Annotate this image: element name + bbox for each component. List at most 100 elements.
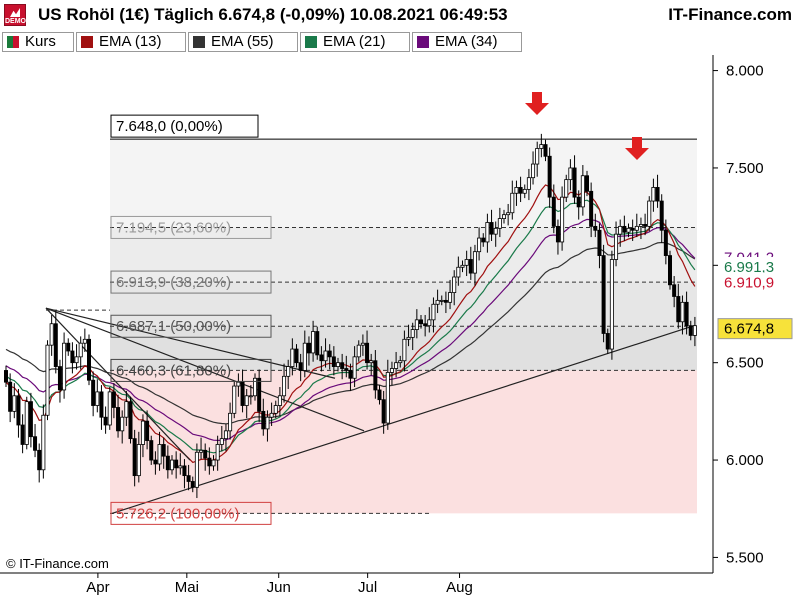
candle-body: [211, 459, 216, 467]
fib-labels: 7.648,0 (0,00%) 7.194,5 (23,60%) 6.913,9 (…: [110, 114, 272, 525]
candle-body: [12, 395, 17, 412]
candle-body: [165, 455, 170, 471]
candle-body: [207, 457, 212, 467]
y-tick-label: 6.500: [726, 355, 764, 372]
candle-body: [435, 299, 440, 305]
candle-body: [643, 224, 648, 227]
candle-body: [136, 444, 141, 477]
candle-body: [647, 200, 652, 227]
fib-zone: [110, 370, 697, 514]
candle-body: [360, 342, 365, 346]
candle-body: [99, 391, 104, 418]
candle-body: [4, 370, 9, 383]
candle-body: [514, 187, 519, 194]
candle-body: [344, 368, 349, 371]
candle-body: [668, 255, 673, 286]
candle-body: [91, 379, 96, 406]
candle-body: [340, 362, 345, 369]
candle-body: [132, 438, 137, 477]
candle-body: [593, 225, 598, 231]
candle-body: [78, 342, 83, 358]
candle-body: [614, 233, 619, 260]
price-label-box: [718, 257, 792, 278]
fib-label-box: [110, 501, 272, 525]
legend-bar: Kurs EMA (13) EMA (55) EMA (21) EMA (34): [0, 30, 714, 54]
y-tick-label: 6.000: [726, 452, 764, 469]
candle-body: [418, 319, 423, 325]
candle-body: [323, 350, 328, 362]
legend-item-ema34[interactable]: EMA (34): [412, 32, 522, 52]
candle-body: [406, 336, 411, 340]
brand-name: IT-Finance.com: [668, 5, 792, 24]
candle-body: [315, 331, 320, 356]
candle-body: [261, 410, 266, 430]
candle-body: [95, 391, 100, 406]
candle-body: [244, 395, 249, 406]
candle-body: [203, 449, 208, 459]
candle-body: [398, 360, 403, 364]
candle-body: [248, 395, 253, 398]
candle-body: [228, 412, 233, 432]
candle-body: [306, 342, 311, 354]
x-axis-labels: Apr Mai Jun Jul Aug: [86, 573, 473, 596]
candle-body: [622, 225, 627, 233]
down-arrow-icon: [525, 92, 549, 115]
fib-label: 6.687,1 (50,00%): [116, 318, 231, 335]
candle-body: [199, 449, 204, 453]
candle-body: [506, 212, 511, 216]
candle-body: [551, 196, 556, 227]
candle-body: [33, 436, 38, 451]
y-tick-label: 5.500: [726, 549, 764, 566]
candle-body: [585, 175, 590, 192]
candle-body: [140, 420, 145, 445]
price-label: 6.991,3: [724, 259, 774, 276]
candle-body: [448, 292, 453, 303]
candle-body: [352, 356, 357, 379]
candle-body: [161, 444, 166, 457]
legend-item-ema21[interactable]: EMA (21): [300, 32, 410, 52]
fib-zone: [110, 282, 697, 327]
copyright-text: © IT-Finance.com: [6, 556, 109, 571]
fib-label-box: [110, 114, 259, 138]
candle-body: [365, 342, 370, 364]
price-labels: 7.041,26.991,36.910,96.674,8: [717, 247, 793, 340]
chart-title: US Rohöl (1€) Täglich 6.674,8 (-0,09%) 1…: [38, 5, 508, 24]
candle-body: [659, 200, 664, 231]
candle-body: [45, 344, 50, 416]
trend-line: [45, 307, 191, 461]
candle-body: [269, 412, 274, 418]
y-tick-label: 7.500: [726, 160, 764, 177]
legend-item-kurs[interactable]: Kurs: [2, 32, 74, 52]
candle-body: [493, 227, 498, 235]
candle-body: [103, 416, 108, 426]
ema34-swatch-icon: [417, 36, 429, 48]
candle-body: [282, 375, 287, 397]
legend-item-ema13[interactable]: EMA (13): [76, 32, 186, 52]
candle-body: [497, 218, 502, 229]
ema21-swatch-icon: [305, 36, 317, 48]
candle-body: [182, 465, 187, 477]
candle-body: [472, 251, 477, 274]
candle-body: [452, 276, 457, 293]
legend-item-ema55[interactable]: EMA (55): [188, 32, 298, 52]
candle-body: [223, 430, 228, 440]
x-tick-label: Jul: [358, 579, 377, 596]
candle-body: [634, 225, 639, 231]
candle-body: [481, 237, 486, 243]
candle-body: [28, 401, 33, 438]
candle-body: [402, 338, 407, 362]
candle-body: [236, 381, 241, 387]
candle-body: [618, 225, 623, 235]
candle-body: [568, 167, 573, 181]
candle-body: [564, 179, 569, 198]
candle-body: [489, 222, 494, 235]
candle-body: [319, 354, 324, 362]
price-bars: [4, 133, 697, 499]
axes: [0, 55, 714, 574]
candle-body: [190, 481, 195, 488]
fib-label: 6.460,3 (61,80%): [116, 362, 231, 379]
x-tick-label: Apr: [86, 579, 109, 596]
candle-body: [311, 331, 316, 354]
candle-body: [501, 214, 506, 219]
